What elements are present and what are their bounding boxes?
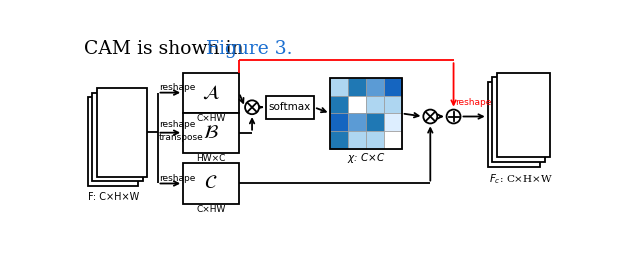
Circle shape — [447, 109, 461, 123]
Bar — [97, 88, 147, 176]
Bar — [384, 78, 402, 96]
Bar — [366, 113, 384, 131]
Text: $\mathcal{B}$: $\mathcal{B}$ — [203, 124, 219, 142]
Bar — [330, 113, 348, 131]
Bar — [88, 97, 138, 186]
Bar — [497, 73, 550, 157]
Text: reshape: reshape — [159, 120, 195, 129]
Bar — [348, 131, 366, 149]
Bar — [348, 113, 366, 131]
Text: HW×C: HW×C — [196, 154, 226, 163]
Text: reshape: reshape — [455, 98, 492, 107]
Bar — [384, 96, 402, 113]
Bar — [330, 131, 348, 149]
Bar — [183, 164, 239, 204]
Bar — [348, 96, 366, 113]
Circle shape — [423, 109, 437, 123]
Bar — [183, 73, 239, 113]
Bar — [92, 93, 143, 181]
Bar — [384, 131, 402, 149]
Bar — [488, 82, 540, 166]
Text: Figure 3.: Figure 3. — [206, 39, 293, 58]
Text: $\boldsymbol{F_c}$: C×H×W: $\boldsymbol{F_c}$: C×H×W — [489, 172, 553, 186]
Bar — [330, 96, 348, 113]
Bar — [330, 78, 348, 96]
Text: C×HW: C×HW — [196, 205, 226, 214]
Bar — [266, 96, 314, 119]
Bar — [183, 113, 239, 153]
Text: CAM is shown in: CAM is shown in — [84, 39, 250, 58]
Text: $\mathcal{A}$: $\mathcal{A}$ — [202, 84, 220, 102]
Bar — [366, 96, 384, 113]
Bar — [366, 131, 384, 149]
Text: F: C×H×W: F: C×H×W — [88, 192, 139, 202]
Text: $\chi$: C×C: $\chi$: C×C — [347, 151, 385, 165]
Text: reshape: reshape — [159, 83, 195, 92]
Bar — [384, 113, 402, 131]
Text: transpose: transpose — [159, 133, 204, 142]
Text: softmax: softmax — [269, 102, 311, 112]
Bar — [492, 77, 545, 162]
Text: $\mathcal{C}$: $\mathcal{C}$ — [204, 174, 218, 192]
Bar — [366, 78, 384, 96]
Bar — [348, 78, 366, 96]
Text: reshape: reshape — [159, 174, 195, 183]
Circle shape — [245, 100, 259, 114]
Bar — [330, 78, 402, 149]
Text: C×HW: C×HW — [196, 114, 226, 123]
